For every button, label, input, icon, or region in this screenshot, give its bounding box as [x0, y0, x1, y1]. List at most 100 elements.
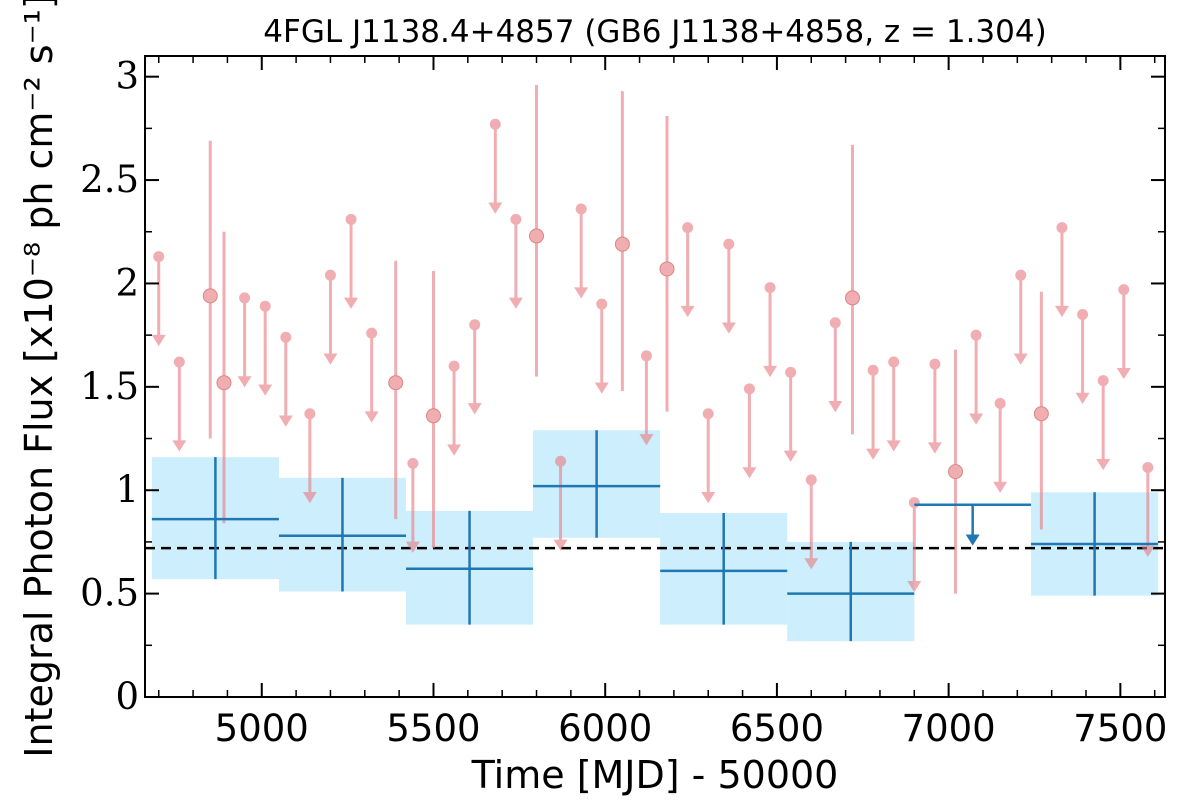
axis-ticks: 5000 5500 6000 6500 7000 7500 0 0.5 1 1.5 2 2.5 3: [80, 55, 1167, 750]
short-bin-point: [927, 358, 942, 454]
short-bin-point: [237, 292, 252, 388]
upper-limit-marker: [908, 497, 920, 509]
upper-limit-marker: [640, 350, 652, 362]
upper-limit-arrow: [783, 450, 798, 462]
long-bin: [151, 457, 279, 580]
upper-limit-marker: [489, 118, 501, 130]
upper-limit-marker: [345, 213, 357, 225]
upper-limit-arrow: [258, 384, 273, 396]
upper-limit-marker: [1077, 308, 1089, 320]
short-bin-point: [574, 203, 589, 299]
upper-limit-marker: [304, 408, 316, 420]
upper-limit-arrow: [323, 353, 338, 365]
upper-limit-arrow: [508, 297, 523, 309]
short-bin-point: [553, 455, 568, 551]
short-bin-point: [508, 213, 523, 309]
upper-limit-arrow: [344, 297, 359, 309]
short-bin-point: [258, 300, 273, 396]
data-point: [844, 290, 860, 306]
short-bin-point: [447, 360, 462, 456]
upper-limit-marker: [575, 203, 587, 215]
upper-limit-arrow: [594, 382, 609, 394]
upper-limit-arrow: [721, 322, 736, 334]
upper-limit-arrow: [763, 365, 778, 378]
upper-limit-marker: [829, 317, 841, 329]
y-tick-label: 2.5: [80, 158, 139, 201]
upper-limit-arrow: [993, 481, 1008, 493]
upper-limit-arrow: [907, 580, 922, 593]
upper-limit-arrow: [1140, 545, 1155, 557]
short-bin-point: [866, 364, 881, 460]
upper-limit-marker: [1097, 375, 1109, 387]
upper-limit-arrow: [302, 492, 317, 504]
x-tick-label: 6500: [730, 707, 824, 750]
data-point: [1033, 406, 1049, 422]
upper-limit-marker: [1142, 461, 1154, 473]
short-bin-point: [1054, 222, 1069, 318]
upper-limit-marker: [929, 358, 941, 370]
short-bin-point: [948, 349, 964, 594]
upper-limit-arrow: [553, 539, 568, 551]
x-tick-label: 5000: [215, 707, 309, 750]
upper-limit-arrow: [364, 411, 379, 423]
short-bin-point: [828, 317, 843, 413]
upper-limit-marker: [702, 408, 714, 420]
short-bin-point: [405, 457, 420, 553]
data-point: [659, 261, 675, 277]
upper-limit-marker: [764, 282, 776, 294]
upper-limit-arrow: [447, 444, 462, 456]
upper-limit-arrow: [237, 376, 252, 388]
short-bin-point: [425, 271, 441, 549]
upper-limit-marker: [867, 364, 879, 376]
upper-limit-arrow: [1054, 305, 1069, 318]
upper-limit-arrow: [828, 401, 843, 413]
short-bin-point: [993, 397, 1008, 493]
short-bin-point: [1096, 375, 1111, 471]
short-bin-point: [202, 140, 218, 439]
data-point: [425, 408, 441, 424]
long-bin: [660, 512, 788, 625]
upper-limit-marker: [888, 356, 900, 368]
upper-limit-marker: [970, 329, 982, 341]
short-bin-point: [1075, 308, 1090, 404]
short-bin-point: [680, 222, 695, 318]
upper-limit-marker: [510, 213, 522, 225]
long-bin: [787, 541, 915, 642]
data-point: [529, 228, 545, 244]
upper-limit-arrow: [886, 440, 901, 452]
long-bin: [1031, 492, 1159, 596]
data-point: [216, 375, 232, 391]
short-bin-point: [763, 282, 778, 378]
upper-limit-arrow: [1075, 392, 1090, 404]
upper-limit-marker: [1015, 269, 1027, 281]
upper-limit-marker: [805, 474, 817, 486]
upper-limit-arrow: [151, 334, 166, 347]
upper-limit-arrow: [467, 403, 482, 415]
y-axis-label: Integral Photon Flux [x10⁻⁸ ph cm⁻² s⁻¹]: [17, 0, 61, 758]
long-bin: [278, 477, 407, 592]
upper-limit-arrow: [965, 534, 980, 546]
short-bin-point: [721, 238, 736, 334]
upper-limit-marker: [1118, 284, 1130, 296]
short-bin-point: [804, 474, 819, 570]
plot-frame: [144, 55, 1166, 698]
upper-limit-marker: [259, 300, 271, 312]
data-point: [614, 236, 630, 252]
x-tick-label: 5500: [386, 707, 480, 750]
x-tick-label: 6000: [558, 707, 652, 750]
upper-limit-marker: [366, 327, 378, 339]
long-bin: [406, 510, 534, 625]
short-bin-point: [701, 408, 716, 504]
short-bin-point: [278, 331, 293, 427]
y-tick-label: 3: [115, 55, 139, 98]
short-bin-point: [639, 350, 654, 446]
upper-limit-arrow: [804, 558, 819, 570]
upper-limit-arrow: [701, 492, 716, 504]
upper-limit-arrow: [680, 305, 695, 318]
upper-limit-marker: [469, 319, 481, 331]
upper-limit-arrow: [639, 434, 654, 446]
short-bin-point: [216, 231, 232, 524]
short-bin-point: [488, 118, 503, 214]
upper-limit-marker: [324, 269, 336, 281]
